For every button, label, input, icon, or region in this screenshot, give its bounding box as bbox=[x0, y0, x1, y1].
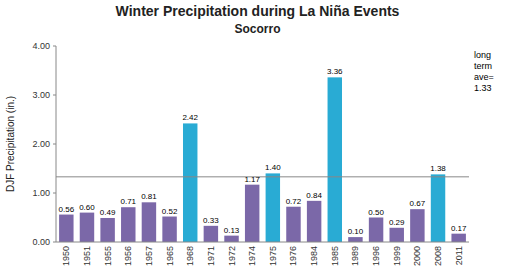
y-tick-label: 0.00 bbox=[32, 237, 50, 247]
x-tick-label: 1975 bbox=[268, 246, 278, 266]
y-axis bbox=[56, 46, 57, 242]
data-label: 1.17 bbox=[244, 175, 260, 184]
x-tick-label: 1976 bbox=[288, 246, 298, 266]
bar bbox=[431, 174, 445, 242]
annotation-line: 1.33 bbox=[474, 83, 492, 93]
y-axis-label: DJF Precipitation (in.) bbox=[5, 96, 16, 192]
x-tick-label: 1965 bbox=[165, 246, 175, 266]
y-tick-label: 1.00 bbox=[32, 188, 50, 198]
bar bbox=[451, 234, 465, 242]
x-tick-label: 1957 bbox=[144, 246, 154, 266]
x-tick-label: 1950 bbox=[61, 246, 71, 266]
average-line bbox=[56, 176, 469, 177]
bar bbox=[328, 77, 342, 242]
bars bbox=[56, 77, 469, 242]
bar bbox=[307, 201, 321, 242]
x-tick-label: 1989 bbox=[350, 246, 360, 266]
bar bbox=[266, 173, 280, 242]
bar bbox=[204, 226, 218, 242]
x-tick-label: 1974 bbox=[247, 246, 257, 266]
x-tick-label: 1999 bbox=[392, 246, 402, 266]
bar bbox=[369, 218, 383, 243]
bar bbox=[121, 207, 135, 242]
data-label: 0.81 bbox=[141, 192, 157, 201]
data-label: 0.52 bbox=[162, 207, 178, 216]
data-label: 0.10 bbox=[348, 227, 364, 236]
bar bbox=[80, 213, 94, 242]
x-axis bbox=[56, 242, 469, 243]
data-label: 0.56 bbox=[59, 205, 75, 214]
x-tick-label: 1984 bbox=[309, 246, 319, 266]
x-tick-label: 1955 bbox=[103, 246, 113, 266]
bar bbox=[245, 185, 259, 242]
bar bbox=[410, 209, 424, 242]
chart: Winter Precipitation during La Niña Even… bbox=[0, 0, 515, 274]
subtitle: Socorro bbox=[234, 22, 280, 36]
bar bbox=[59, 215, 73, 242]
x-tick-label: 1985 bbox=[330, 246, 340, 266]
data-label: 3.36 bbox=[327, 67, 343, 76]
x-tick-label: 1968 bbox=[185, 246, 195, 266]
annotation-line: long bbox=[474, 50, 491, 60]
x-tick-label: 1996 bbox=[371, 246, 381, 266]
data-label: 0.72 bbox=[286, 197, 302, 206]
data-label: 0.84 bbox=[306, 191, 322, 200]
data-label: 0.50 bbox=[368, 208, 384, 217]
data-label: 0.33 bbox=[203, 216, 219, 225]
y-tick-label: 2.00 bbox=[32, 139, 50, 149]
data-label: 2.42 bbox=[182, 113, 198, 122]
data-label: 0.49 bbox=[100, 208, 116, 217]
bar bbox=[142, 202, 156, 242]
data-label: 1.40 bbox=[265, 163, 281, 172]
data-label: 0.67 bbox=[410, 199, 426, 208]
x-tick-label: 2000 bbox=[412, 246, 422, 266]
bar bbox=[100, 218, 114, 242]
bar bbox=[183, 123, 197, 242]
data-label: 0.29 bbox=[389, 218, 405, 227]
bar bbox=[348, 237, 362, 242]
data-label: 0.13 bbox=[224, 226, 240, 235]
x-tick-label: 1951 bbox=[82, 246, 92, 266]
x-tick-label: 2008 bbox=[433, 246, 443, 266]
title: Winter Precipitation during La Niña Even… bbox=[116, 3, 400, 19]
bar bbox=[162, 217, 176, 242]
y-tick-label: 3.00 bbox=[32, 90, 50, 100]
data-label: 0.71 bbox=[120, 197, 136, 206]
x-tick-label: 1971 bbox=[206, 246, 216, 266]
y-tick-label: 4.00 bbox=[32, 41, 50, 51]
data-label: 0.17 bbox=[451, 224, 467, 233]
x-tick-label: 2011 bbox=[454, 246, 464, 265]
annotation-line: ave= bbox=[474, 72, 494, 82]
bar bbox=[286, 207, 300, 242]
x-tick-label: 1972 bbox=[227, 246, 237, 266]
bar bbox=[224, 236, 238, 242]
bar bbox=[389, 228, 403, 242]
annotation: longtermave=1.33 bbox=[474, 50, 494, 93]
data-label: 0.60 bbox=[79, 203, 95, 212]
annotation-line: term bbox=[474, 61, 492, 71]
x-tick-label: 1956 bbox=[123, 246, 133, 266]
data-label: 1.38 bbox=[430, 164, 446, 173]
